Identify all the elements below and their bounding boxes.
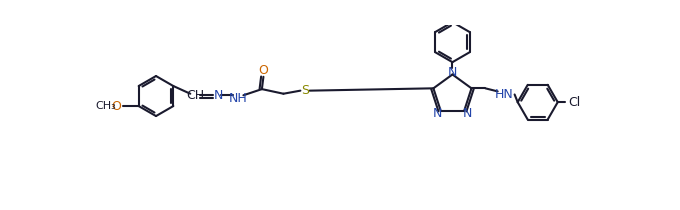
Text: N: N — [447, 66, 457, 79]
Text: HN: HN — [494, 88, 513, 101]
Text: O: O — [112, 100, 121, 113]
Text: O: O — [258, 64, 269, 77]
Text: N: N — [433, 106, 442, 119]
Text: S: S — [301, 84, 309, 97]
Text: CH₃: CH₃ — [95, 101, 116, 111]
Text: N: N — [462, 106, 472, 119]
Text: N: N — [214, 89, 222, 102]
Text: CH: CH — [186, 89, 204, 102]
Text: NH: NH — [228, 92, 248, 105]
Text: Cl: Cl — [568, 96, 581, 109]
